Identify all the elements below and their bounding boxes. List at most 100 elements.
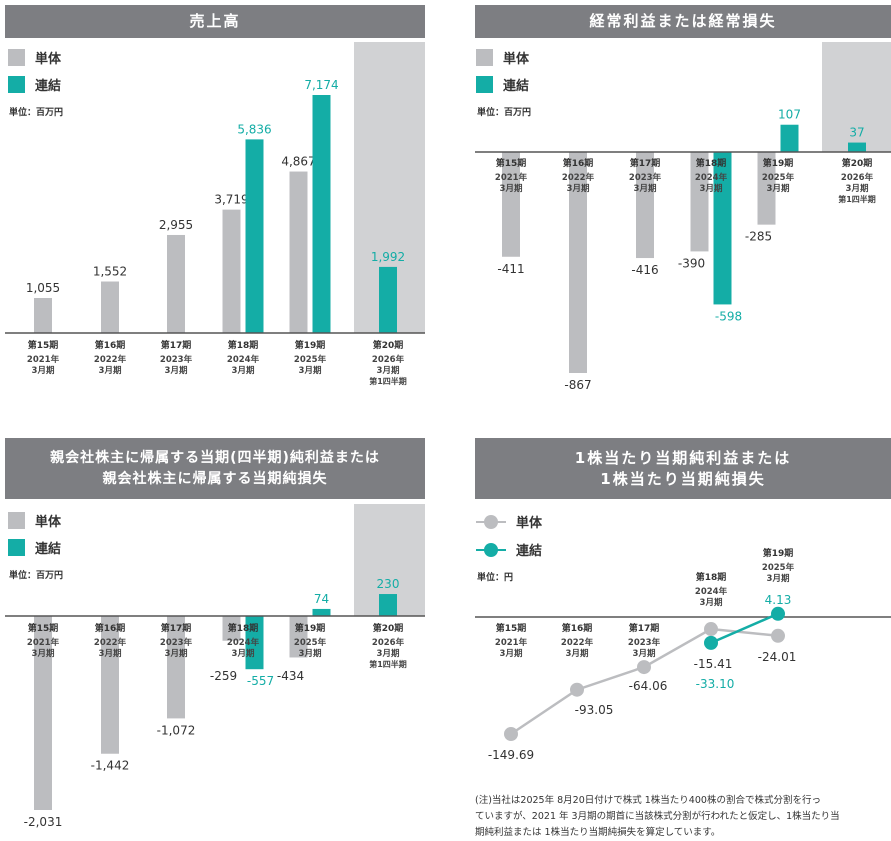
legend-single: 単体 <box>8 48 61 67</box>
category-month-label: 3月期 <box>377 648 400 659</box>
legend-line-marker-consolidated <box>476 542 506 557</box>
category-month-label: 3月期 <box>299 365 322 376</box>
bar-single <box>569 152 587 373</box>
value-label-single: 1,552 <box>93 265 127 279</box>
value-label-single: -259 <box>210 669 237 683</box>
bar-single <box>167 234 185 333</box>
unit-label: 単位：百万円 <box>477 108 532 118</box>
value-label-consolidated: 1,992 <box>371 250 405 264</box>
category-month-label: 3月期 <box>99 365 122 376</box>
legend-swatch-consolidated <box>476 76 493 93</box>
category-period-label: 第18期 <box>228 622 259 634</box>
category-year-label: 2021年 <box>495 637 528 648</box>
net-income-chart-title-line2: 親会社株主に帰属する当期純損失 <box>102 470 328 487</box>
eps-chart-header: 1株当たり当期純利益または 1株当たり当期純損失 <box>475 438 891 499</box>
sales-chart-header: 売上高 <box>5 5 425 38</box>
category-year-label: 2025年 <box>294 637 327 648</box>
category-month-label: 3月期 <box>846 183 869 194</box>
category-period-label: 第16期 <box>562 622 593 634</box>
bar-single <box>101 281 119 333</box>
category-month-label: 3月期 <box>377 365 400 376</box>
category-period-label: 第15期 <box>28 622 59 634</box>
category-month-label: 3月期 <box>165 648 188 659</box>
category-year-label: 2021年 <box>27 637 60 648</box>
category-quarter-label: 第1四半期 <box>838 194 876 204</box>
bar-consolidated <box>312 608 331 616</box>
category-period-label: 第20期 <box>373 339 404 351</box>
value-label-single: -1,442 <box>91 759 130 773</box>
bar-single <box>222 616 241 641</box>
legend-label: 連結 <box>503 79 530 94</box>
category-month-label: 3月期 <box>32 648 55 659</box>
bar-single <box>757 152 776 225</box>
bar-single <box>636 152 654 259</box>
category-quarter-label: 第1四半期 <box>369 659 407 669</box>
category-month-label: 3月期 <box>767 183 790 194</box>
category-month-label: 3月期 <box>500 648 523 659</box>
legend-consolidated: 連結 <box>8 75 61 94</box>
category-period-label: 第15期 <box>496 157 527 169</box>
legend-line-marker-single <box>476 514 506 529</box>
sales-chart-title: 売上高 <box>189 12 241 30</box>
value-label-consolidated: 7,174 <box>304 78 338 92</box>
bar-single <box>101 616 119 754</box>
category-year-label: 2024年 <box>227 637 260 648</box>
value-label-single: -390 <box>678 256 705 270</box>
value-label-single: 4,867 <box>281 155 315 169</box>
bar-consolidated <box>379 594 397 616</box>
category-period-label: 第15期 <box>28 339 59 351</box>
legend-label: 単体 <box>35 515 62 530</box>
category-month-label: 3月期 <box>633 648 656 659</box>
bar-consolidated <box>848 142 866 152</box>
ordinary-profit-chart-title: 経常利益または経常損失 <box>589 12 777 30</box>
category-period-label: 第18期 <box>228 339 259 351</box>
value-label-single: -411 <box>497 262 524 276</box>
point-single <box>504 727 518 741</box>
category-year-label: 2021年 <box>495 172 528 183</box>
value-label-consolidated: 4.13 <box>765 593 792 607</box>
value-label-single: -64.06 <box>629 679 668 693</box>
eps-chart-title: 1株当たり当期純利益または <box>574 448 792 467</box>
category-month-label: 3月期 <box>567 183 590 194</box>
category-period-label: 第20期 <box>373 622 404 634</box>
legend-single: 単体 <box>476 512 542 531</box>
footnote-line: 期純利益または 1株当たり当期純損失を算定しています。 <box>475 827 721 838</box>
category-period-label: 第17期 <box>629 622 660 634</box>
bar-single <box>690 152 709 252</box>
legend-consolidated: 連結 <box>476 540 542 559</box>
bar-single <box>222 209 241 333</box>
legend-swatch-single <box>476 49 493 66</box>
legend-label: 連結 <box>516 544 543 559</box>
value-label-single: -24.01 <box>758 650 797 664</box>
category-period-label: 第18期 <box>696 571 727 583</box>
value-label-single: 1,055 <box>26 281 60 295</box>
value-label-single: -285 <box>745 230 772 244</box>
category-year-label: 2024年 <box>695 172 728 183</box>
value-label-single: 2,955 <box>159 218 193 232</box>
point-single <box>704 622 718 637</box>
legend-swatch-single <box>8 512 25 529</box>
legend-consolidated: 連結 <box>8 538 61 557</box>
footnote: (注)当社は2025年 8月20日付けで株式 1株当たり400株の割合で株式分割… <box>475 793 891 841</box>
category-month-label: 3月期 <box>99 648 122 659</box>
bar-single <box>502 152 520 257</box>
value-label-single: -15.41 <box>694 657 733 671</box>
value-label-consolidated: 37 <box>849 126 864 140</box>
category-year-label: 2022年 <box>561 637 594 648</box>
category-month-label: 3月期 <box>500 183 523 194</box>
bar-consolidated <box>713 152 732 305</box>
net-income-chart-title: 親会社株主に帰属する当期(四半期)純利益または <box>50 449 380 466</box>
point-single <box>570 682 584 697</box>
value-label-single: -93.05 <box>575 703 614 717</box>
category-period-label: 第19期 <box>763 547 794 559</box>
category-year-label: 2022年 <box>562 172 595 183</box>
point-consolidated <box>704 635 718 650</box>
category-period-label: 第19期 <box>763 157 794 169</box>
category-month-label: 3月期 <box>767 573 790 584</box>
legend-label: 連結 <box>35 79 62 94</box>
footnote-line: ていますが、2021 年 3月期の期首に当該株式分割が行われたと仮定し、1株当た… <box>475 811 840 822</box>
category-month-label: 3月期 <box>299 648 322 659</box>
legend-swatch-consolidated <box>8 539 25 556</box>
category-month-label: 3月期 <box>566 648 589 659</box>
